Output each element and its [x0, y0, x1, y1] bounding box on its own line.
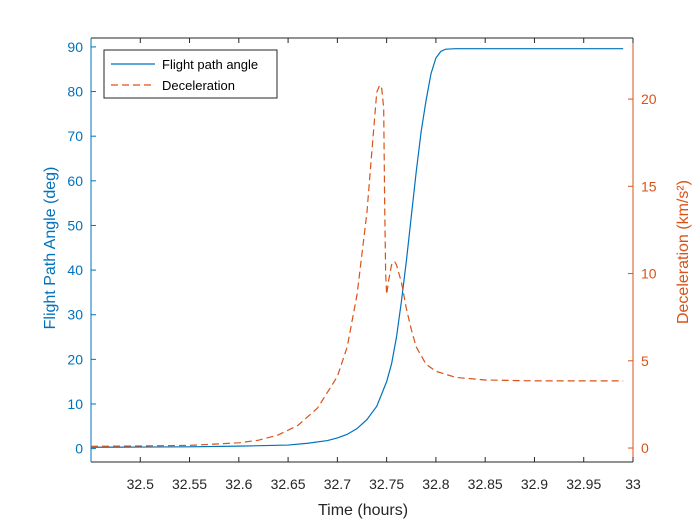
series-line-flight-path-angle [90, 48, 624, 448]
right-y-tick-label: 5 [641, 353, 649, 369]
left-y-tick-label: 0 [75, 441, 83, 457]
right-y-tick-label: 20 [641, 91, 657, 107]
x-tick-label: 33 [625, 476, 641, 492]
x-tick-label: 32.55 [172, 476, 207, 492]
left-y-tick-label: 70 [67, 128, 83, 144]
x-tick-label: 32.75 [369, 476, 404, 492]
legend: Flight path angle Deceleration [103, 49, 278, 99]
x-tick-label: 32.6 [225, 476, 252, 492]
right-y-tick-label: 15 [641, 178, 657, 194]
x-axis-title: Time (hours) [318, 502, 408, 519]
left-y-tick-label: 80 [67, 84, 83, 100]
x-tick-label: 32.95 [566, 476, 601, 492]
left-y-axis-ticks: 0 10 20 30 40 50 60 70 80 90 [67, 39, 96, 457]
right-y-axis-ticks: 0 5 10 15 20 [628, 91, 657, 456]
right-y-tick-label: 10 [641, 266, 657, 282]
left-y-tick-label: 30 [67, 307, 83, 323]
x-tick-label: 32.9 [521, 476, 548, 492]
x-tick-label: 32.7 [324, 476, 351, 492]
right-y-axis-title: Deceleration (km/s²) [675, 180, 692, 324]
x-tick-label: 32.8 [422, 476, 449, 492]
left-y-tick-label: 20 [67, 351, 83, 367]
left-y-tick-label: 60 [67, 173, 83, 189]
left-y-tick-label: 40 [67, 262, 83, 278]
series-layer [90, 48, 624, 448]
left-y-tick-label: 90 [67, 39, 83, 55]
legend-label-flight-path-angle: Flight path angle [162, 57, 258, 72]
x-tick-label: 32.5 [127, 476, 154, 492]
left-y-tick-label: 50 [67, 217, 83, 233]
series-line-deceleration [90, 83, 624, 447]
plot-area [90, 37, 634, 463]
x-tick-label: 32.65 [271, 476, 306, 492]
left-y-axis-title: Flight Path Angle (deg) [42, 167, 59, 330]
x-tick-label: 32.85 [468, 476, 503, 492]
x-axis-ticks: 32.5 32.55 32.6 32.65 32.7 32.75 32.8 32.85 32.9… [127, 38, 641, 492]
legend-box [103, 49, 278, 99]
left-y-tick-label: 10 [67, 396, 83, 412]
legend-label-deceleration: Deceleration [162, 78, 235, 93]
right-y-tick-label: 0 [641, 440, 649, 456]
